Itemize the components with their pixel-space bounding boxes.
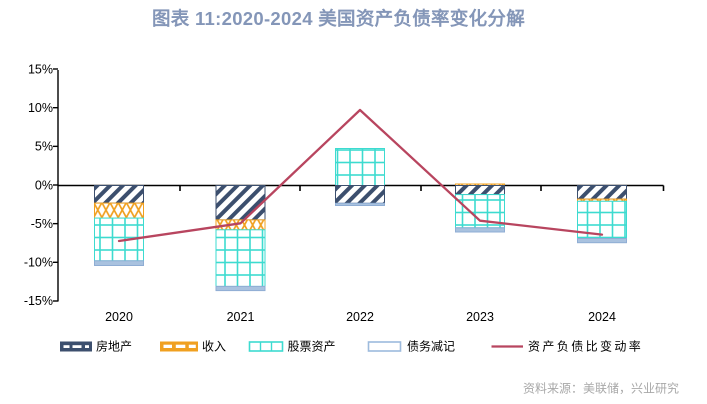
svg-text:2024: 2024 [588, 310, 616, 324]
svg-text:0%: 0% [35, 179, 53, 193]
svg-text:资料来源：美联储，兴业研究: 资料来源：美联储，兴业研究 [523, 381, 679, 396]
svg-text:资产负债比变动率: 资产负债比变动率 [528, 339, 643, 354]
svg-text:2021: 2021 [227, 310, 255, 324]
svg-text:-15%: -15% [24, 294, 53, 308]
svg-text:-10%: -10% [24, 256, 53, 270]
svg-text:债务减记: 债务减记 [407, 339, 455, 354]
svg-text:2020: 2020 [105, 310, 133, 324]
svg-text:-5%: -5% [31, 217, 53, 231]
svg-text:2023: 2023 [466, 310, 494, 324]
svg-text:10%: 10% [28, 101, 53, 115]
svg-text:15%: 15% [28, 63, 53, 77]
svg-text:股票资产: 股票资产 [288, 340, 336, 354]
svg-text:收入: 收入 [202, 340, 226, 354]
svg-text:2022: 2022 [346, 310, 374, 324]
svg-text:房地产: 房地产 [96, 339, 132, 354]
svg-text:5%: 5% [35, 140, 53, 154]
